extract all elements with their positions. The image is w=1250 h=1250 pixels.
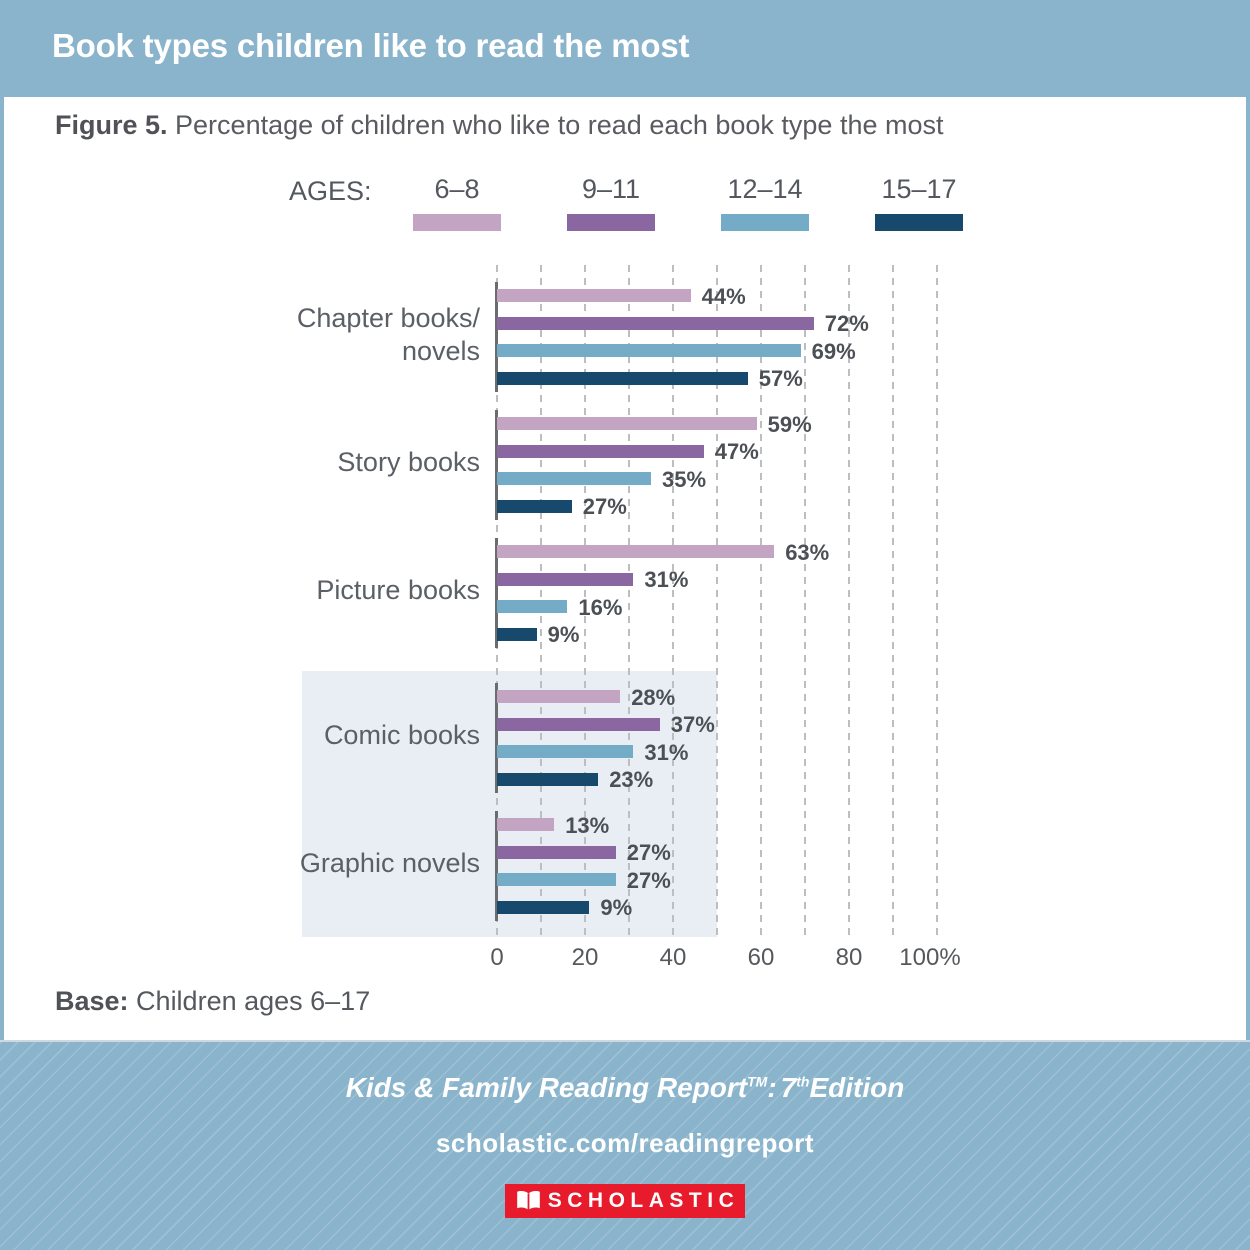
legend-swatch xyxy=(413,214,501,231)
legend-item: 15–17 xyxy=(874,174,964,231)
trademark-mark: TM xyxy=(747,1073,768,1090)
figure-caption: Figure 5. Percentage of children who lik… xyxy=(55,110,944,141)
legend-swatch xyxy=(721,214,809,231)
base-text: Children ages 6–17 xyxy=(128,986,371,1016)
report-separator: : xyxy=(767,1072,777,1103)
legend-ages-label: AGES: xyxy=(289,176,372,206)
legend-item-label: 12–14 xyxy=(727,174,803,204)
report-url: scholastic.com/readingreport xyxy=(435,1128,815,1158)
base-note: Base: Children ages 6–17 xyxy=(55,986,370,1017)
legend-swatch xyxy=(567,214,655,231)
edition-word: Edition xyxy=(809,1072,905,1103)
scholastic-logo: SCHOLASTIC xyxy=(505,1184,745,1218)
figure-description: Percentage of children who like to read … xyxy=(167,110,944,140)
edition-suffix: th xyxy=(796,1073,810,1090)
report-title: Kids & Family Reading Report xyxy=(345,1072,748,1103)
base-label: Base: xyxy=(55,986,129,1016)
legend-item: 6–8 xyxy=(412,174,502,231)
header-band: Book types children like to read the mos… xyxy=(0,0,1250,97)
footer-band: Kids & Family Reading ReportTM: 7thEditio… xyxy=(0,1040,1250,1250)
legend-item-label: 9–11 xyxy=(581,174,641,204)
page-title: Book types children like to read the mos… xyxy=(52,27,690,64)
legend-item: 12–14 xyxy=(720,174,810,231)
edition-number: 7 xyxy=(780,1072,797,1103)
legend-item-label: 6–8 xyxy=(434,174,480,204)
report-title-line: Kids & Family Reading ReportTM: 7thEditio… xyxy=(0,1072,1250,1104)
legend-swatch xyxy=(875,214,963,231)
content-panel xyxy=(4,97,1246,1040)
legend-item-label: 15–17 xyxy=(881,174,957,204)
figure-label: Figure 5. xyxy=(55,110,168,140)
legend-item: 9–11 xyxy=(566,174,656,231)
logo-text: SCHOLASTIC xyxy=(547,1189,740,1212)
open-book-icon xyxy=(516,1190,541,1212)
